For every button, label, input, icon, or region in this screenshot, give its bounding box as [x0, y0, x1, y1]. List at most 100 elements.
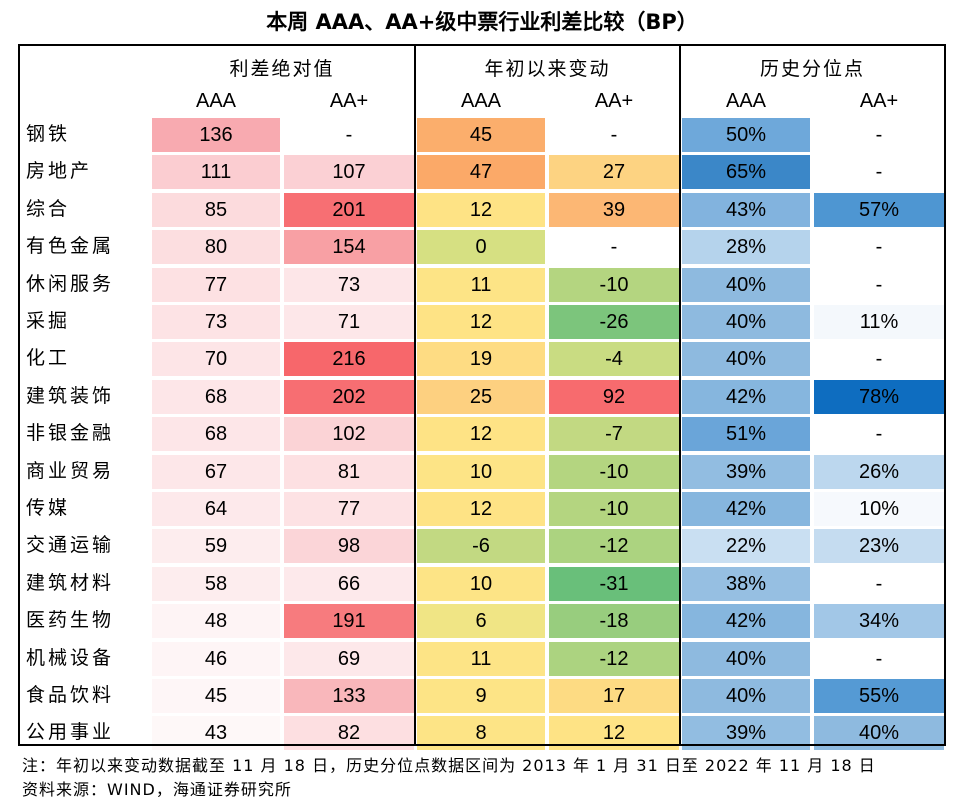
subheader-percentile-aaa: AAA	[725, 90, 767, 112]
industry-name: 综合	[26, 197, 71, 220]
industry-name: 建筑装饰	[26, 384, 115, 407]
cell-percentile-aaa: 51%	[682, 417, 810, 452]
cell-spread-aa-plus: 73	[284, 267, 414, 302]
cell-change-aaa: -6	[417, 529, 545, 564]
table-row: 有色金属 80 154 0-28% -	[20, 229, 946, 265]
cell-percentile-aaa: 40%	[682, 267, 810, 302]
cell-percentile-aaa: 40%	[682, 305, 810, 339]
cell-spread-aaa: 136	[152, 118, 280, 152]
cell-spread-aaa: 48	[152, 604, 280, 639]
table-row: 食品饮料 45 133 9 17 40% 55%	[20, 678, 946, 713]
cell-percentile-aa-plus: 23%	[814, 529, 944, 564]
table-row: 机械设备 46 69 11 -12 40% -	[20, 641, 946, 676]
cell-spread-aaa: 46	[152, 641, 280, 676]
table-row: 综合 85 201 12 39 43% 57%	[20, 192, 946, 227]
cell-change-aa-plus: -	[549, 118, 679, 152]
source-note: 资料来源：WIND，海通证券研究所	[22, 780, 292, 799]
cell-change-aaa: 9	[417, 679, 545, 713]
cell-percentile-aaa: 42%	[682, 379, 810, 414]
group-divider-1	[414, 45, 416, 744]
cell-percentile-aaa: 40%	[682, 679, 810, 713]
cell-spread-aaa: 85	[152, 192, 280, 227]
industry-name: 房地产	[26, 160, 93, 183]
cell-change-aa-plus: -10	[549, 492, 679, 526]
cell-percentile-aa-plus: 26%	[814, 454, 944, 489]
left-border	[18, 45, 20, 744]
cell-change-aa-plus: -26	[549, 305, 679, 339]
cell-percentile-aaa: 28%	[682, 230, 810, 265]
cell-change-aa-plus: -4	[549, 342, 679, 377]
industry-name: 有色金属	[26, 235, 115, 258]
bottom-border	[18, 744, 946, 746]
footnote: 注：年初以来变动数据截至 11 月 18 日，历史分位点数据区间为 2013 年…	[22, 756, 876, 775]
cell-spread-aaa: 77	[152, 267, 280, 302]
cell-spread-aa-plus: 77	[284, 492, 414, 526]
cell-spread-aa-plus: 201	[284, 192, 414, 227]
group-header-spread: 利差绝对值	[229, 58, 335, 80]
cell-change-aaa: 12	[417, 192, 545, 227]
cell-percentile-aa-plus: -	[814, 566, 944, 601]
cell-spread-aa-plus: 107	[284, 155, 414, 190]
group-divider-2	[679, 45, 681, 744]
cell-spread-aa-plus: 81	[284, 454, 414, 489]
cell-percentile-aaa: 22%	[682, 529, 810, 564]
cell-change-aa-plus: -7	[549, 417, 679, 452]
cell-change-aaa: 45	[417, 118, 545, 152]
industry-name: 钢铁	[26, 123, 71, 145]
subheader-spread-aaa: AAA	[195, 90, 237, 112]
cell-change-aa-plus: -18	[549, 604, 679, 639]
group-header-percentile: 历史分位点	[759, 58, 865, 80]
cell-spread-aa-plus: 202	[284, 379, 414, 414]
table-row: 休闲服务 77 73 11 -10 40% -	[20, 267, 946, 302]
table-row: 钢铁 136-45-50% -	[20, 117, 946, 152]
cell-spread-aa-plus: 71	[284, 305, 414, 339]
industry-name: 公用事业	[26, 721, 115, 744]
cell-spread-aaa: 70	[152, 342, 280, 377]
cell-percentile-aaa: 50%	[682, 118, 810, 152]
cell-spread-aaa: 45	[152, 679, 280, 713]
cell-change-aa-plus: -	[549, 230, 679, 265]
table-row: 非银金融 68 102 12 -7 51% -	[20, 416, 946, 452]
cell-percentile-aaa: 42%	[682, 604, 810, 639]
subheader-change-aa-plus: AA+	[594, 90, 634, 112]
cell-percentile-aaa: 42%	[682, 492, 810, 526]
cell-percentile-aa-plus: 55%	[814, 679, 944, 713]
cell-percentile-aa-plus: -	[814, 230, 944, 265]
cell-percentile-aa-plus: -	[814, 267, 944, 302]
cell-change-aaa: 10	[417, 454, 545, 489]
cell-change-aa-plus: 39	[549, 192, 679, 227]
cell-percentile-aaa: 65%	[682, 155, 810, 190]
cell-change-aa-plus: -10	[549, 267, 679, 302]
cell-spread-aaa: 80	[152, 230, 280, 265]
cell-percentile-aaa: 40%	[682, 641, 810, 676]
cell-spread-aaa: 68	[152, 379, 280, 414]
industry-name: 医药生物	[26, 609, 115, 632]
industry-name: 化工	[26, 347, 71, 370]
cell-spread-aa-plus: 154	[284, 230, 414, 265]
top-border	[18, 44, 946, 46]
industry-name: 休闲服务	[26, 272, 115, 295]
cell-change-aaa: 12	[417, 417, 545, 452]
group-header-ytd-change: 年初以来变动	[484, 58, 611, 80]
subheader-spread-aa-plus: AA+	[329, 90, 369, 112]
industry-name: 交通运输	[26, 534, 115, 557]
cell-percentile-aa-plus: -	[814, 155, 944, 190]
cell-spread-aa-plus: 133	[284, 679, 414, 713]
cell-change-aaa: 11	[417, 641, 545, 676]
cell-spread-aaa: 68	[152, 417, 280, 452]
cell-spread-aa-plus: 102	[284, 417, 414, 452]
cell-percentile-aa-plus: 57%	[814, 192, 944, 227]
industry-name: 非银金融	[26, 422, 115, 445]
cell-change-aa-plus: -31	[549, 566, 679, 601]
cell-spread-aaa: 73	[152, 305, 280, 339]
cell-change-aa-plus: -12	[549, 529, 679, 564]
cell-change-aaa: 12	[417, 492, 545, 526]
industry-name: 机械设备	[26, 646, 115, 669]
cell-percentile-aa-plus: 10%	[814, 492, 944, 526]
cell-spread-aa-plus: 66	[284, 566, 414, 601]
cell-change-aa-plus: 92	[549, 379, 679, 414]
cell-percentile-aa-plus: 11%	[814, 305, 944, 339]
cell-change-aaa: 6	[417, 604, 545, 639]
cell-percentile-aaa: 38%	[682, 566, 810, 601]
cell-spread-aa-plus: 98	[284, 529, 414, 564]
